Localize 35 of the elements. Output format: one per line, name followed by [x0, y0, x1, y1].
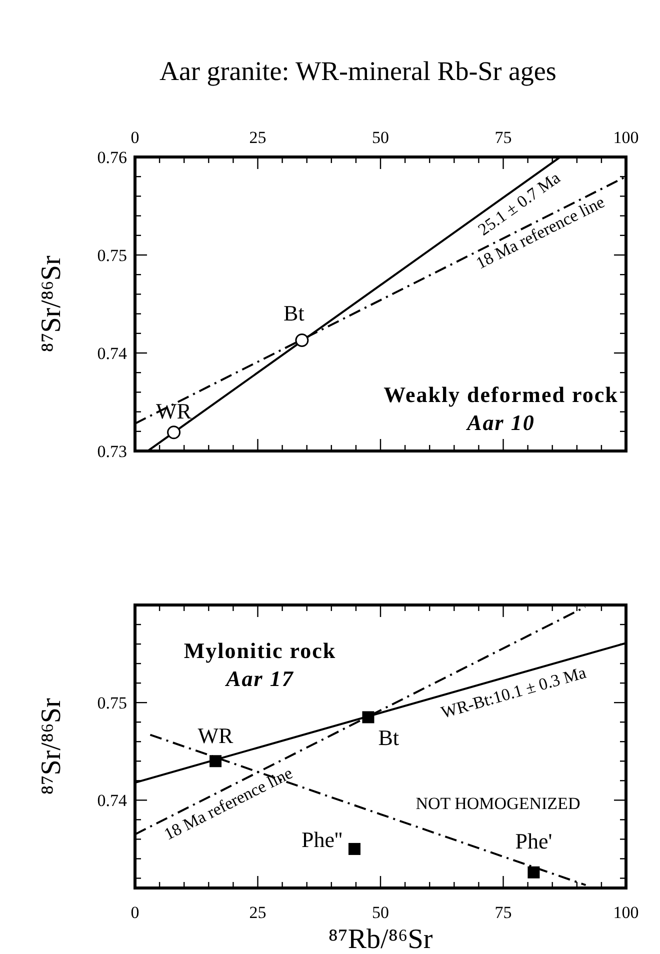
- point: [362, 711, 374, 724]
- y-tick-label: 0.74: [97, 791, 128, 810]
- y-axis-title: ⁸⁷Sr/⁸⁶Sr: [36, 255, 67, 352]
- x-tick-label: 25: [249, 128, 266, 147]
- annotation: Weakly deformed rock: [384, 382, 618, 408]
- x-tick-label: 100: [613, 903, 639, 922]
- x-tick-label: 100: [613, 128, 639, 147]
- point: [210, 755, 222, 768]
- annotation: Aar 10: [465, 410, 535, 436]
- series-label: WR: [198, 723, 234, 748]
- y-tick-label: 0.75: [97, 694, 127, 713]
- annotation: NOT HOMOGENIZED: [416, 794, 580, 813]
- x-tick-label: 75: [494, 903, 512, 922]
- point: [528, 866, 540, 878]
- point: [348, 842, 360, 855]
- series-label: Bt: [378, 725, 400, 750]
- chart-title: Aar granite: WR-mineral Rb-Sr ages: [160, 56, 556, 86]
- series-label: Phe'': [302, 826, 343, 852]
- x-tick-label: 50: [372, 128, 389, 147]
- y-tick-label: 0.74: [97, 344, 128, 363]
- x-tick-label: 75: [494, 128, 512, 147]
- series-label: Bt: [284, 300, 304, 326]
- x-tick-label: 50: [372, 903, 389, 922]
- y-tick-label: 0.73: [97, 442, 127, 461]
- annotation: Mylonitic rock: [184, 638, 336, 664]
- y-tick-label: 0.75: [97, 246, 127, 265]
- x-tick-label: 0: [130, 128, 140, 147]
- series-label: Phe': [515, 828, 552, 854]
- y-tick-label: 0.76: [97, 148, 127, 167]
- x-tick-label: 25: [249, 903, 266, 922]
- series-label: WR: [156, 398, 192, 424]
- y-axis-title: ⁸⁷Sr/⁸⁶Sr: [36, 698, 67, 795]
- annotation: Aar 17: [224, 666, 294, 692]
- x-tick-label: 0: [130, 903, 140, 922]
- x-axis-title: ⁸⁷Rb/⁸⁶Sr: [328, 924, 434, 954]
